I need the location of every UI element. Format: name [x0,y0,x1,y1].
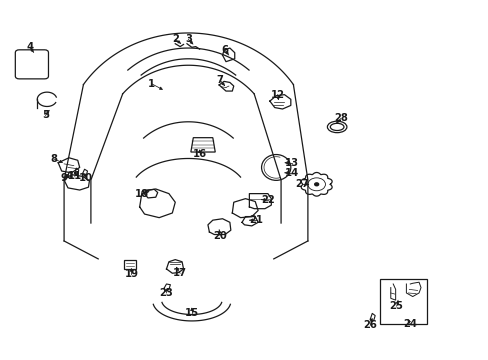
Text: 15: 15 [184,309,199,318]
Text: 13: 13 [285,158,299,168]
Text: 9: 9 [61,173,67,183]
Text: 4: 4 [26,42,34,52]
Text: 18: 18 [135,189,149,199]
Text: 6: 6 [221,45,228,55]
Text: 14: 14 [285,168,299,178]
Text: 5: 5 [42,111,49,121]
Text: 3: 3 [184,35,191,44]
Text: 24: 24 [403,319,416,329]
Text: 8: 8 [51,154,58,164]
Text: 26: 26 [363,320,376,330]
Text: 25: 25 [389,301,403,311]
Circle shape [314,183,318,186]
Text: 11: 11 [67,171,82,181]
Text: 7: 7 [216,75,223,85]
Text: 16: 16 [192,149,206,159]
Text: 23: 23 [159,288,173,298]
Text: 21: 21 [249,215,263,225]
Text: 28: 28 [333,113,347,123]
Text: 19: 19 [124,269,138,279]
Text: 2: 2 [171,35,178,44]
Text: 20: 20 [213,231,226,240]
Text: 17: 17 [173,268,187,278]
Text: 22: 22 [261,195,274,205]
Text: 10: 10 [79,173,93,183]
Text: 12: 12 [270,90,284,100]
Text: 1: 1 [148,79,155,89]
Text: 27: 27 [295,179,308,189]
